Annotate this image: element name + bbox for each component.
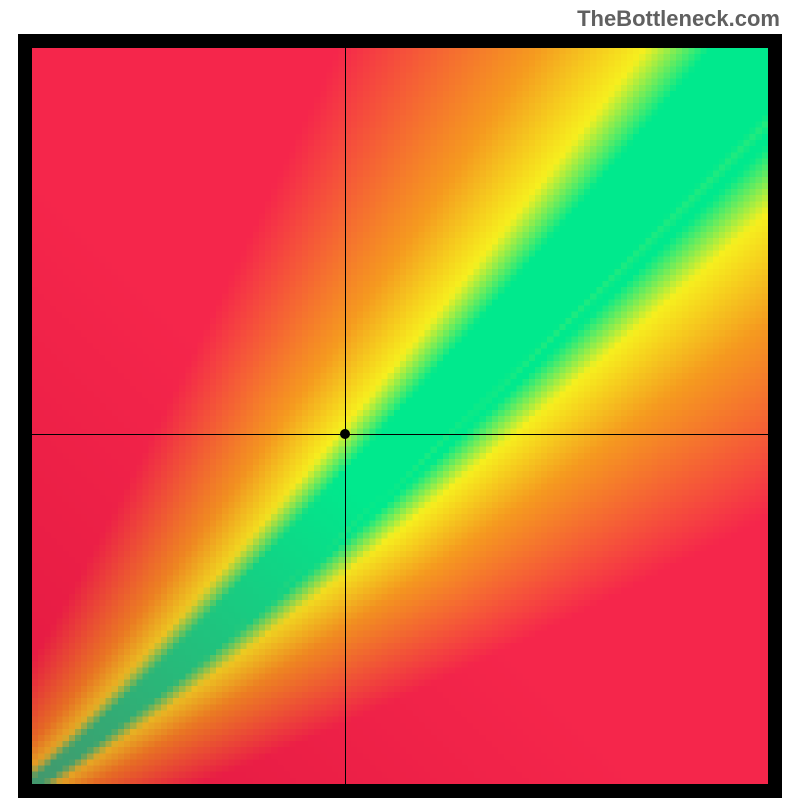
crosshair-horizontal: [32, 434, 768, 435]
plot-area: [32, 48, 768, 784]
crosshair-vertical: [345, 48, 346, 784]
heatmap-canvas: [32, 48, 768, 784]
marker-dot: [340, 429, 350, 439]
watermark-attribution: TheBottleneck.com: [577, 6, 780, 32]
chart-frame: [18, 34, 782, 798]
